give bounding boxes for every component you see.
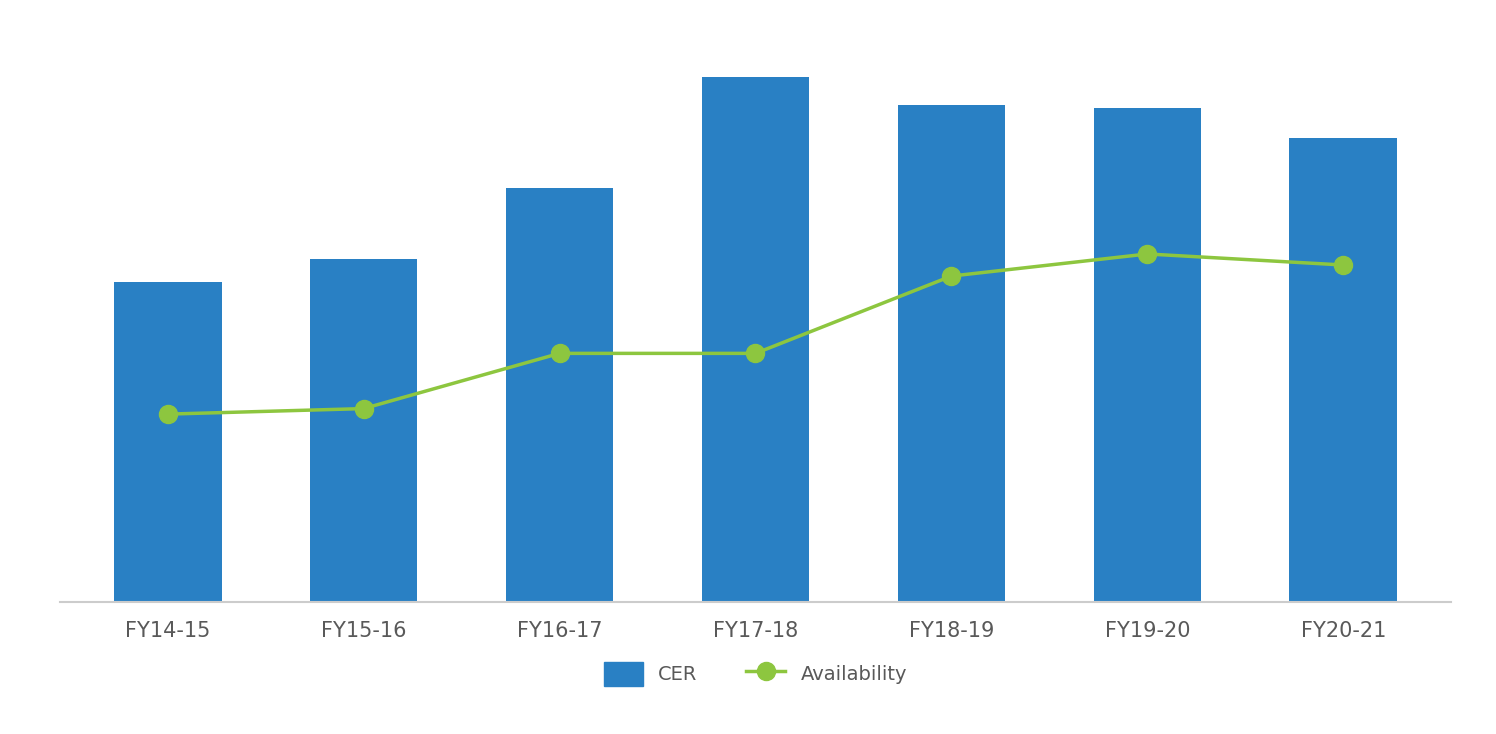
Bar bbox=[898, 105, 1005, 602]
Bar bbox=[310, 260, 417, 602]
Bar bbox=[114, 282, 221, 602]
Bar bbox=[1094, 108, 1201, 602]
Bar bbox=[506, 188, 613, 602]
Bar bbox=[702, 77, 809, 602]
Bar bbox=[1290, 138, 1397, 602]
Legend: CER, Availability: CER, Availability bbox=[595, 654, 916, 694]
